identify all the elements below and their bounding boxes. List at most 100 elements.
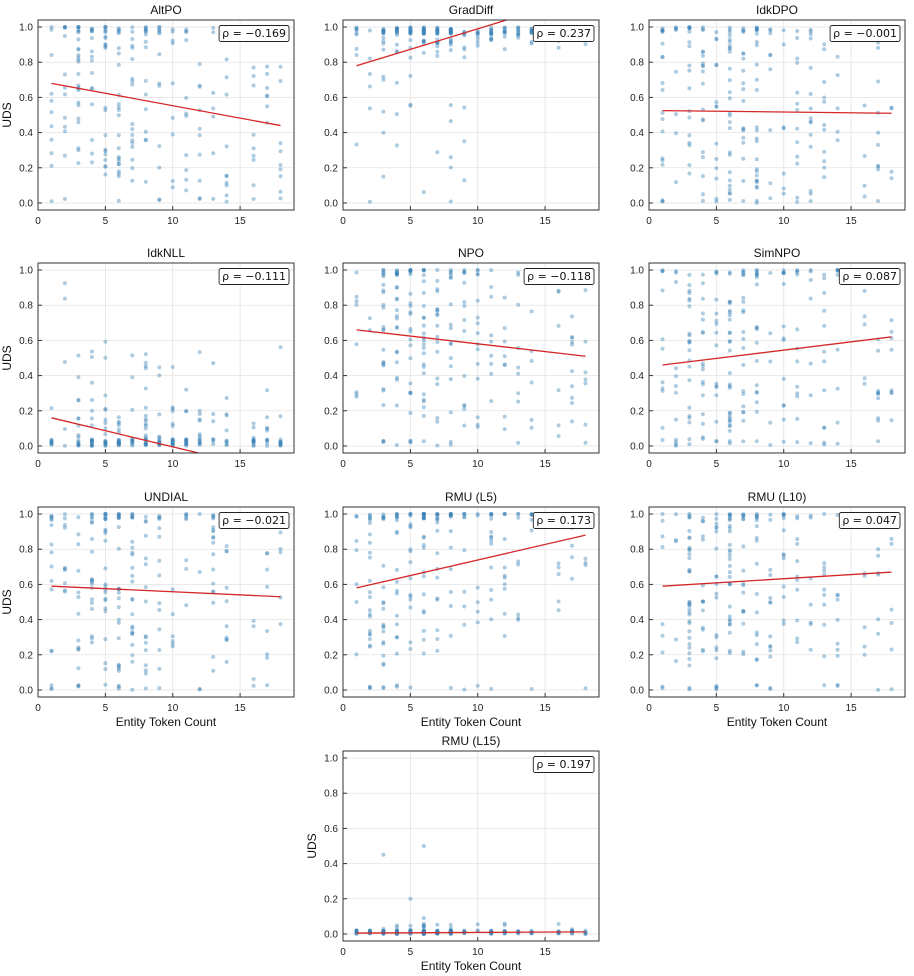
scatter-point (808, 92, 813, 96)
scatter-point (143, 440, 148, 445)
scatter-point (435, 515, 440, 520)
scatter-point (727, 548, 732, 552)
rho-annotation: ρ = −0.111 (222, 270, 286, 283)
scatter-point (421, 50, 426, 55)
scatter-point (673, 440, 678, 445)
scatter-point (727, 178, 732, 183)
scatter-point (408, 513, 413, 518)
scatter-point (103, 441, 108, 446)
scatter-point (394, 518, 399, 523)
scatter-point (103, 426, 108, 431)
scatter-point (448, 513, 453, 518)
scatter-point (727, 170, 732, 175)
scatter-point (700, 192, 705, 197)
scatter-point (435, 289, 440, 294)
rho-annotation: ρ = 0.087 (842, 270, 897, 283)
scatter-point (381, 852, 386, 857)
scatter-point (367, 928, 372, 933)
scatter-point (462, 270, 467, 275)
scatter-point (687, 552, 692, 557)
scatter-point (462, 515, 467, 520)
scatter-point (687, 603, 692, 608)
scatter-point (741, 126, 746, 131)
scatter-point (727, 424, 732, 429)
scatter-point (687, 635, 692, 640)
scatter-point (741, 329, 746, 334)
scatter-point (700, 117, 705, 122)
scatter-point (768, 52, 773, 57)
scatter-point (754, 27, 759, 32)
scatter-point (727, 604, 732, 609)
scatter-point (768, 634, 773, 639)
scatter-point (251, 677, 256, 681)
scatter-point (381, 517, 386, 522)
scatter-point (754, 409, 759, 414)
scatter-point (408, 27, 413, 32)
scatter-point (394, 273, 399, 278)
scatter-point (130, 653, 135, 658)
scatter-point (116, 438, 121, 443)
scatter-point (687, 645, 692, 650)
scatter-point (835, 347, 840, 352)
scatter-point (278, 189, 283, 194)
scatter-point (448, 275, 453, 280)
scatter-point (727, 582, 732, 587)
scatter-point (143, 663, 148, 668)
y-tick-label: 0.2 (630, 650, 644, 661)
scatter-point (502, 921, 507, 926)
scatter-point (448, 27, 453, 32)
scatter-point (754, 642, 759, 647)
scatter-point (714, 269, 719, 274)
scatter-point (687, 529, 692, 533)
scatter-point (754, 512, 759, 516)
scatter-point (421, 39, 426, 44)
scatter-point (394, 512, 399, 516)
scatter-point (116, 620, 121, 625)
scatter-point (278, 440, 283, 445)
scatter-point (130, 438, 135, 443)
y-tick-label: 0.0 (324, 685, 338, 696)
plot-frame (342, 262, 600, 454)
scatter-point (184, 442, 189, 447)
scatter-point (103, 439, 108, 444)
y-axis-label: UDS (0, 345, 14, 370)
scatter-point (116, 668, 121, 673)
scatter-point (143, 441, 148, 446)
scatter-point (224, 412, 229, 417)
scatter-point (251, 439, 256, 444)
scatter-point (727, 299, 732, 304)
scatter-point (421, 512, 426, 516)
y-tick-label: 0.0 (19, 441, 33, 452)
scatter-point (475, 425, 480, 429)
scatter-point (367, 106, 372, 111)
scatter-point (754, 536, 759, 540)
scatter-point (408, 597, 413, 602)
scatter-point (408, 270, 413, 274)
scatter-point (354, 652, 359, 657)
scatter-point (475, 268, 480, 272)
scatter-point (421, 512, 426, 517)
scatter-point (727, 191, 732, 196)
scatter-point (130, 43, 135, 48)
scatter-point (116, 415, 121, 420)
scatter-point (130, 513, 135, 518)
x-axis-label: Entity Token Count (421, 959, 522, 973)
scatter-point (462, 318, 467, 322)
scatter-point (727, 529, 732, 534)
scatter-point (143, 556, 148, 561)
scatter-point (781, 270, 786, 275)
scatter-point (184, 387, 189, 392)
scatter-point (367, 513, 372, 518)
scatter-point (673, 442, 678, 447)
scatter-point (727, 513, 732, 518)
scatter-point (251, 683, 256, 688)
scatter-point (184, 441, 189, 445)
scatter-point (435, 53, 440, 58)
x-tick-label: 5 (408, 947, 414, 958)
scatter-point (727, 301, 732, 306)
scatter-point (781, 618, 786, 623)
scatter-point (62, 567, 67, 571)
scatter-point (130, 138, 135, 143)
scatter-point (781, 271, 786, 276)
